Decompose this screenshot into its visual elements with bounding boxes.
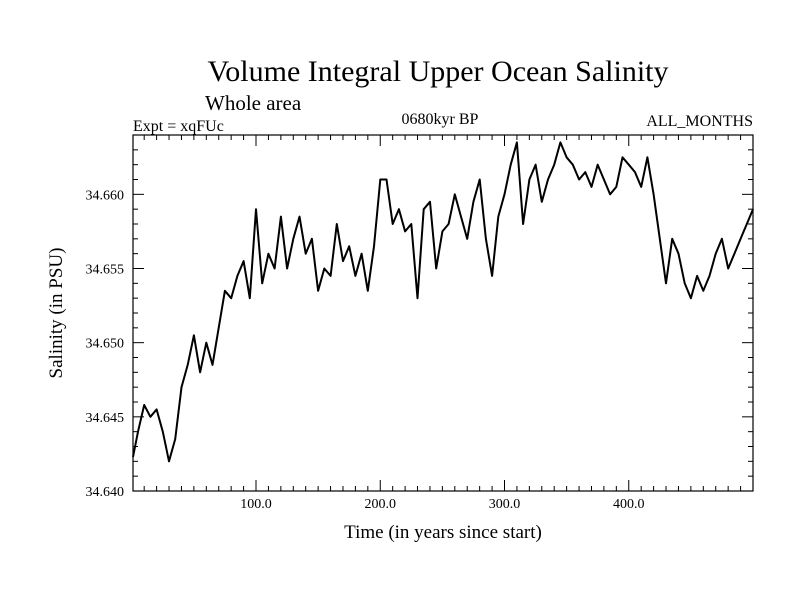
x-axis-label: Time (in years since start) [344, 522, 542, 543]
chart-subtitle: Whole area [205, 91, 302, 115]
y-tick-label: 34.655 [86, 263, 125, 278]
y-tick-label: 34.645 [86, 411, 125, 426]
salinity-series-line [132, 141, 754, 463]
y-tick-labels: 34.640 34.645 34.650 34.655 34.660 [86, 188, 125, 500]
experiment-label: Expt = xqFUc [133, 118, 224, 135]
x-tick-label: 200.0 [365, 497, 397, 512]
x-tick-label: 100.0 [240, 497, 272, 512]
x-tick-label: 400.0 [613, 497, 645, 512]
axis-ticks [133, 135, 753, 492]
chart-title: Volume Integral Upper Ocean Salinity [208, 55, 669, 88]
months-label: ALL_MONTHS [646, 113, 753, 130]
plot-frame [132, 134, 754, 492]
y-tick-label: 34.650 [86, 337, 125, 352]
y-tick-label: 34.640 [86, 485, 125, 500]
y-tick-label: 34.660 [86, 188, 125, 203]
x-tick-label: 300.0 [489, 497, 521, 512]
y-axis-label: Salinity (in PSU) [46, 248, 67, 379]
x-tick-labels: 100.0 200.0 300.0 400.0 [240, 497, 644, 512]
period-label: 0680kyr BP [402, 111, 479, 128]
